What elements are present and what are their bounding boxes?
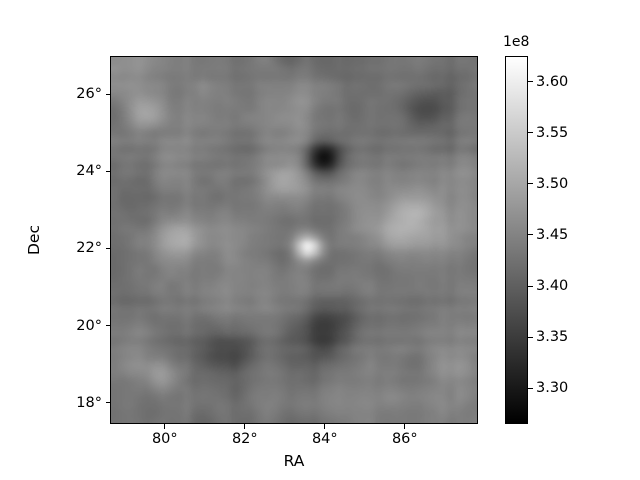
dec-tick-label: 18°: [76, 394, 102, 411]
colorbar-tick-label: 3.30: [536, 379, 569, 396]
colorbar-tick-label: 3.60: [536, 73, 569, 90]
colorbar-tick-mark: [528, 132, 533, 134]
ra-tick-mark: [164, 424, 166, 429]
ra-tick-mark: [404, 424, 406, 429]
ra-tick-mark: [324, 424, 326, 429]
colorbar-tick-mark: [528, 183, 533, 185]
x-axis-label: RA: [283, 452, 305, 470]
sky-map-heatmap: [111, 57, 477, 423]
ra-tick-label: 80°: [151, 431, 178, 447]
colorbar-tick-mark: [528, 81, 533, 83]
dec-tick-label: 22°: [76, 240, 102, 257]
colorbar-tick-mark: [528, 234, 533, 236]
ra-tick-mark: [244, 424, 246, 429]
colorbar-tick-label: 3.50: [536, 175, 569, 192]
colorbar-tick-mark: [528, 387, 533, 389]
colorbar-tick-label: 3.40: [536, 277, 569, 294]
sky-map-axes[interactable]: [110, 56, 478, 424]
colorbar-tick-label: 3.35: [536, 328, 569, 345]
colorbar-offset-text: 1e8: [503, 34, 530, 50]
colorbar-tick-mark: [528, 285, 533, 287]
ra-tick-label: 82°: [231, 431, 258, 447]
colorbar[interactable]: [505, 56, 528, 424]
dec-tick-label: 20°: [76, 317, 102, 334]
colorbar-tick-label: 3.45: [536, 226, 569, 243]
y-axis-label: Dec: [25, 225, 43, 255]
dec-tick-label: 26°: [76, 86, 102, 103]
ra-tick-label: 86°: [391, 431, 418, 447]
dec-tick-label: 24°: [76, 163, 102, 180]
colorbar-tick-mark: [528, 336, 533, 338]
colorbar-tick-label: 3.55: [536, 124, 569, 141]
ra-tick-label: 84°: [311, 431, 338, 447]
